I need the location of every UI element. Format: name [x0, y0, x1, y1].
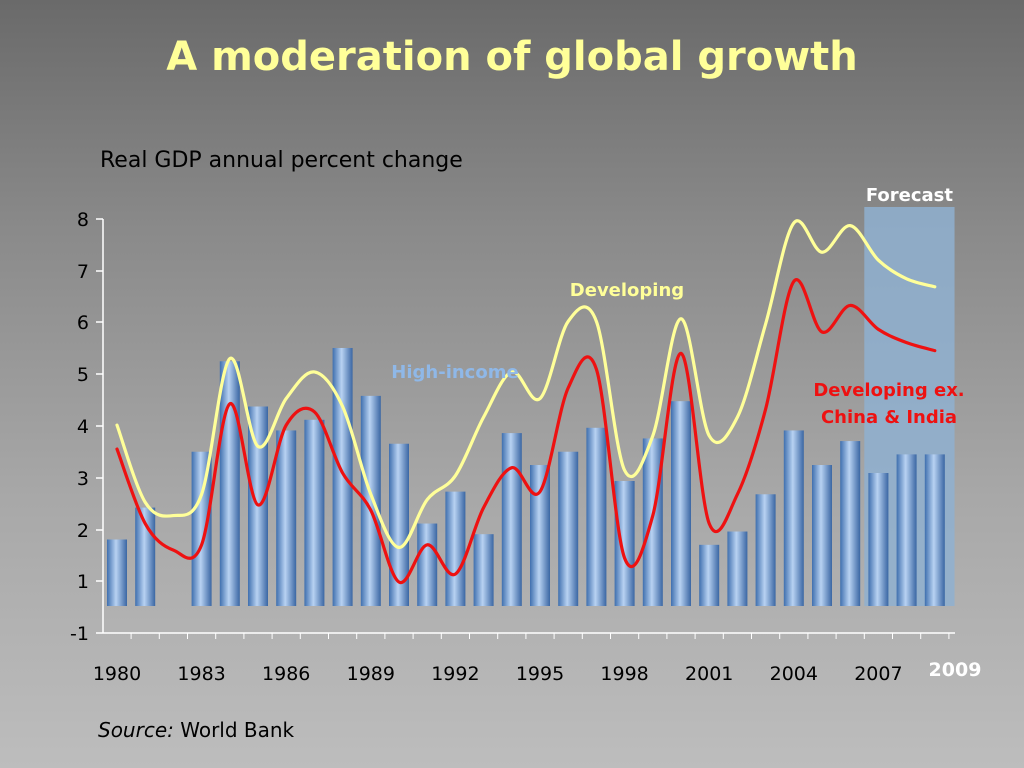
bar-1984: [219, 361, 240, 606]
bar-1998: [614, 480, 635, 606]
bar-1986: [276, 430, 297, 606]
x-tick-label: 1992: [431, 663, 479, 685]
bar-1999: [642, 438, 663, 606]
bar-2003: [755, 494, 776, 606]
bar-1993: [473, 534, 494, 606]
developing-ex-label-line2: China & India: [821, 407, 957, 428]
bar-1995: [530, 465, 550, 606]
developing-ex-label-line1: Developing ex.: [813, 380, 964, 401]
bar-2005: [812, 465, 832, 606]
bar-1988: [332, 347, 353, 606]
bar-1997: [586, 427, 607, 606]
bar-1983: [191, 451, 212, 606]
x-tick-label: 1989: [347, 663, 395, 685]
x-tick-label: 1998: [600, 663, 648, 685]
x-tick-label: 1986: [262, 663, 310, 685]
bar-1992: [445, 491, 466, 606]
bar-2000: [671, 401, 691, 606]
x-tick-label: 2001: [685, 663, 733, 685]
bar-2002: [727, 531, 748, 606]
y-tick-label: 3: [77, 468, 89, 490]
developing-label: Developing: [570, 280, 684, 301]
bar-2008: [896, 454, 917, 606]
bar-2007: [868, 473, 889, 606]
bar-2004: [783, 430, 804, 606]
y-tick-label: 1: [77, 571, 89, 593]
y-tick-label: 2: [77, 520, 89, 542]
bar-1980: [107, 539, 127, 606]
y-tick-label: 7: [77, 261, 89, 283]
y-tick-label: 6: [77, 312, 89, 334]
bar-1996: [558, 451, 579, 606]
y-tick-label: 8: [77, 209, 89, 231]
line-developing-ex-china-india: [115, 278, 937, 584]
x-tick-label: 2004: [770, 663, 818, 685]
line-developing: [115, 219, 937, 550]
bar-1987: [304, 419, 325, 606]
x-tick-label: 1983: [177, 663, 225, 685]
high-income-label: High-income: [391, 362, 518, 383]
y-tick-label: 5: [77, 364, 89, 386]
x-tick-label-last: 2009: [929, 659, 982, 681]
bar-2006: [840, 441, 861, 606]
source-note: Source: World Bank: [98, 718, 294, 742]
source-label: Source:: [98, 718, 174, 742]
source-value: World Bank: [180, 718, 295, 742]
bar-1990: [389, 443, 409, 606]
chart-subtitle: Real GDP annual percent change: [100, 148, 463, 173]
bar-1991: [417, 523, 438, 606]
bar-2009: [924, 454, 945, 606]
slide-title: A moderation of global growth: [166, 34, 858, 80]
forecast-label: Forecast: [866, 185, 954, 206]
bar-1989: [360, 395, 381, 606]
x-tick-label: 1995: [516, 663, 564, 685]
y-tick-label: 4: [77, 416, 89, 438]
x-tick-label: 2007: [854, 663, 902, 685]
y-tick-label: -1: [70, 623, 89, 645]
bar-2001: [699, 544, 720, 606]
bar-1994: [501, 433, 522, 606]
x-tick-label: 1980: [93, 663, 141, 685]
